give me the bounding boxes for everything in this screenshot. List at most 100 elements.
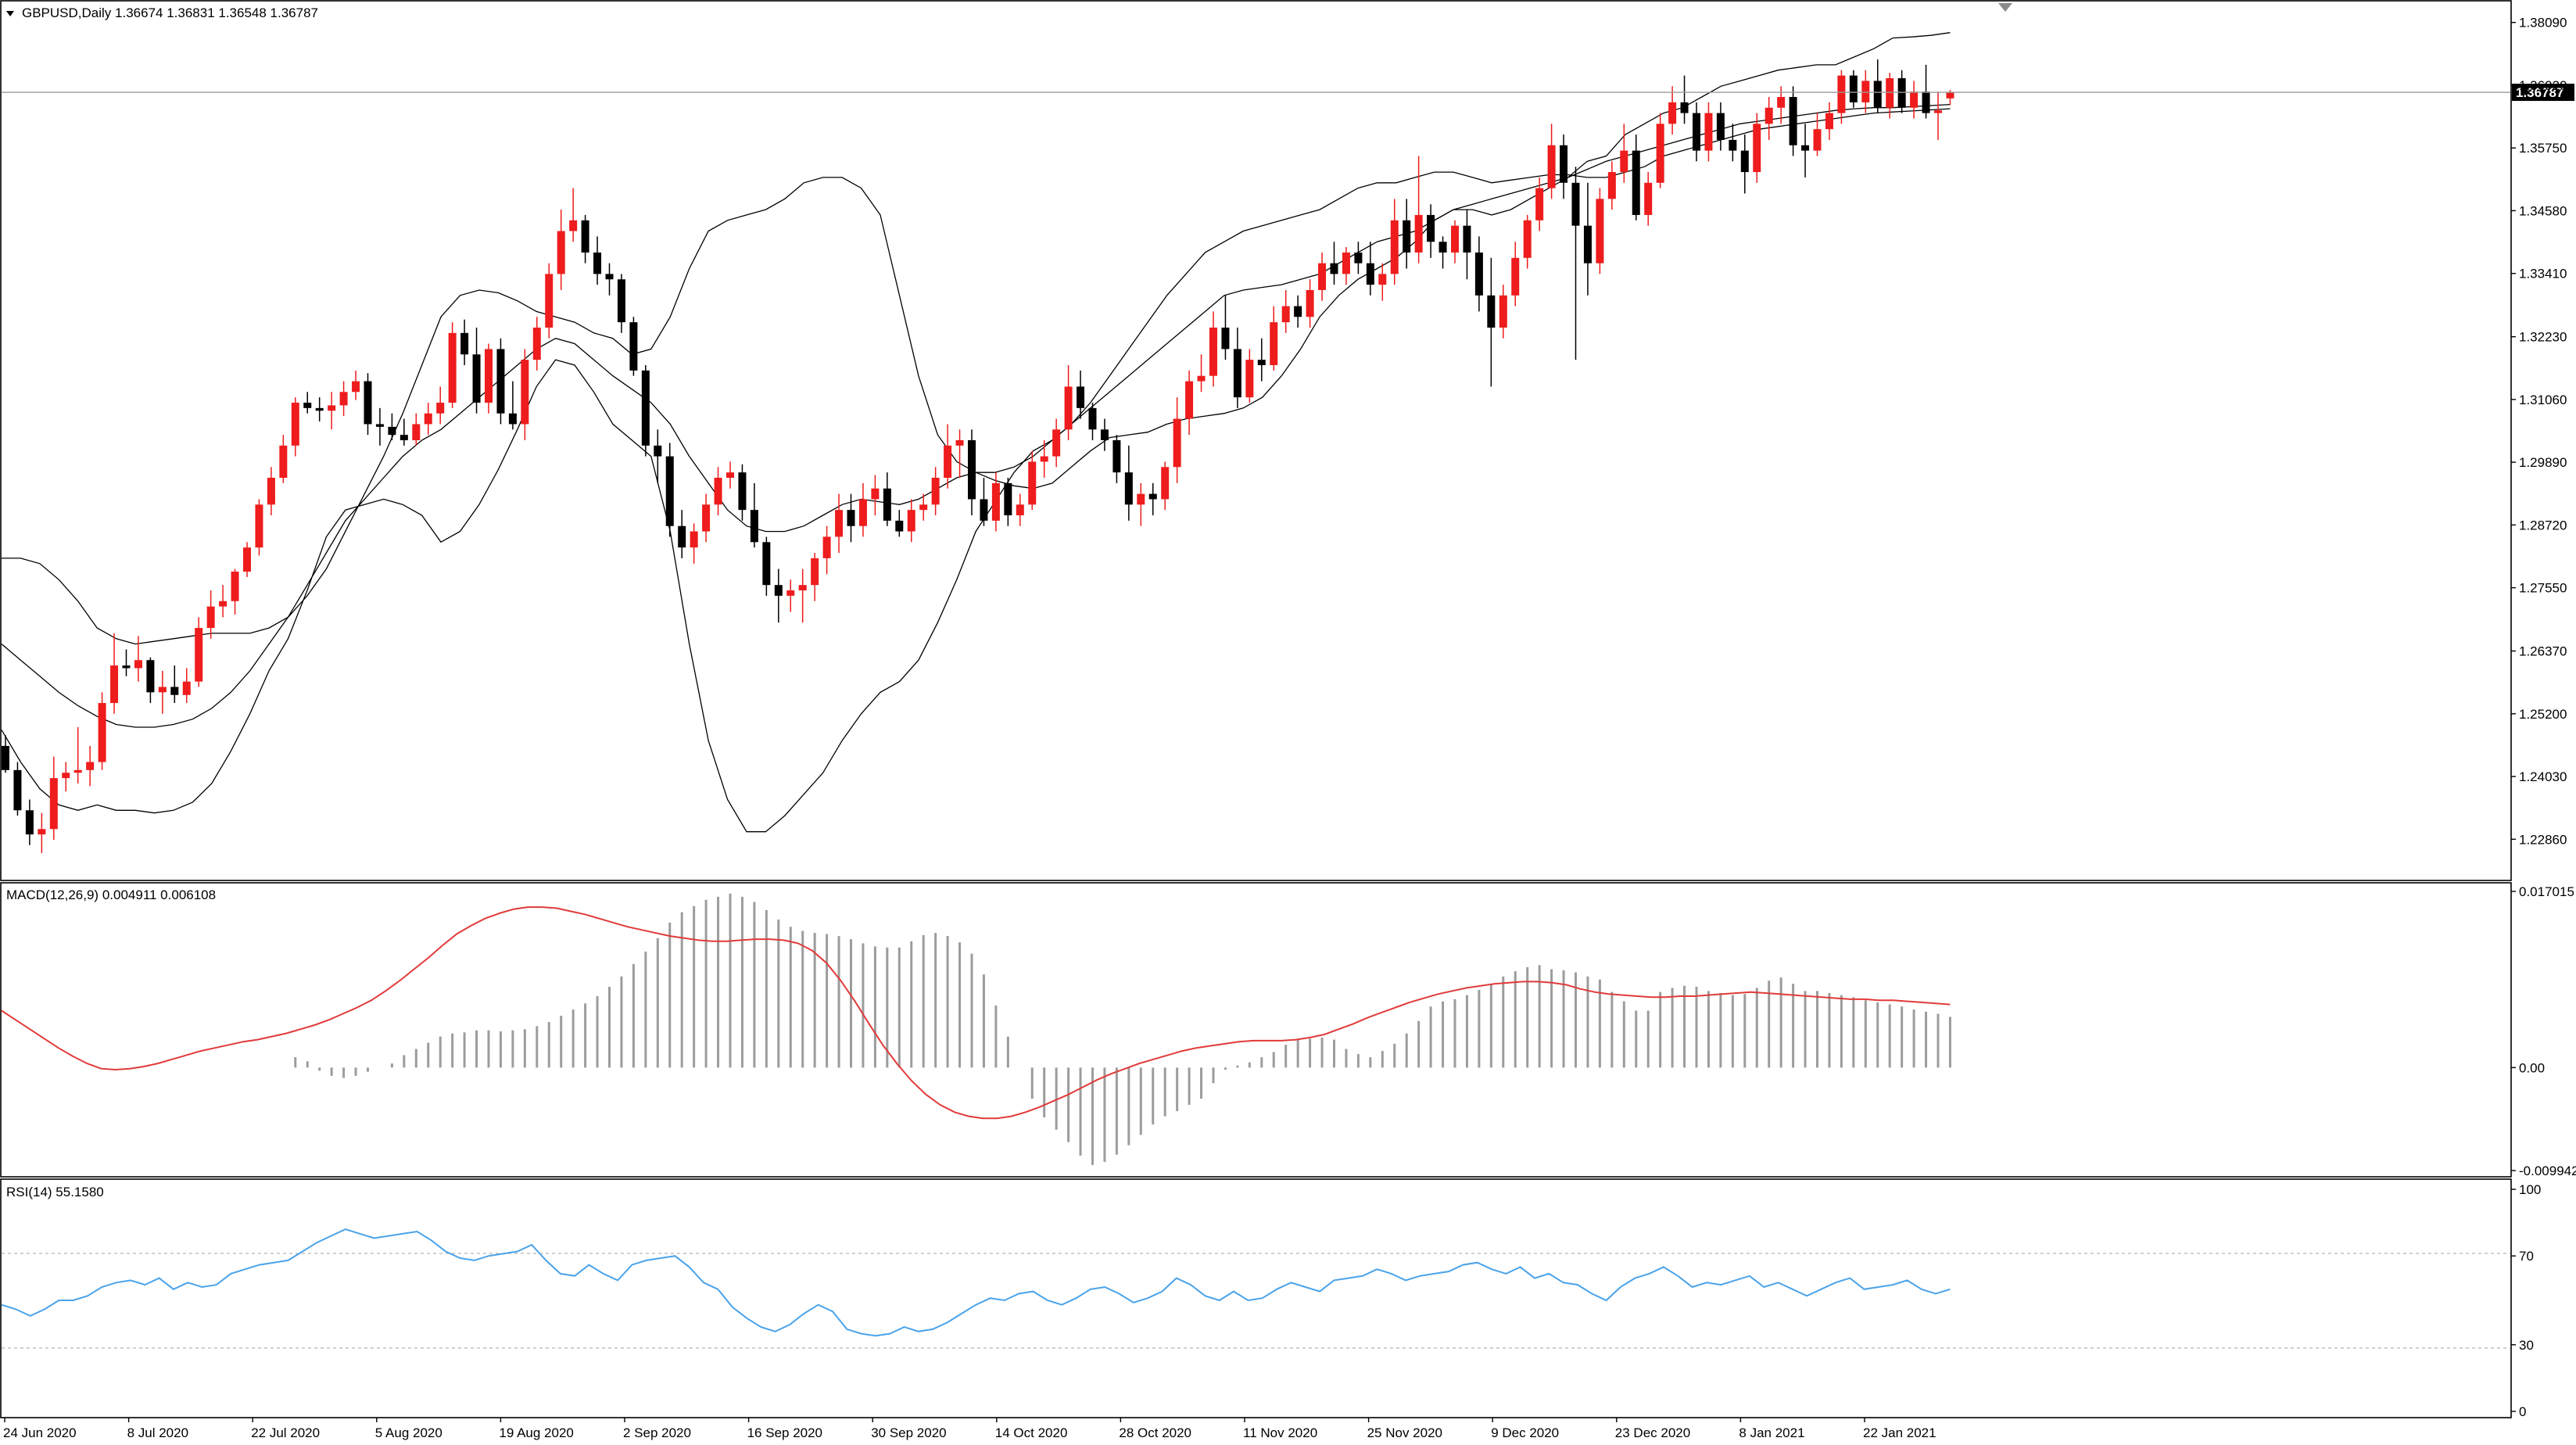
candle: [1016, 493, 1024, 526]
candle-body: [1656, 124, 1664, 183]
candle-body: [1886, 78, 1894, 108]
candle: [13, 762, 22, 816]
candle: [1124, 445, 1133, 521]
candle-body: [328, 405, 336, 411]
candle: [593, 236, 602, 285]
candle-body: [1052, 429, 1061, 457]
candle: [1910, 81, 1919, 119]
rsi-tick-label: 100: [2519, 1182, 2541, 1197]
candle-body: [134, 660, 142, 669]
candle-body: [412, 424, 421, 440]
candle: [1849, 70, 1858, 108]
candle: [1934, 91, 1942, 140]
candle: [702, 493, 711, 543]
candle: [919, 493, 928, 521]
candle: [1221, 295, 1230, 360]
candle: [931, 467, 940, 516]
candle-body: [1270, 322, 1278, 365]
candle-body: [968, 440, 976, 500]
candle: [1077, 370, 1085, 419]
candle: [1270, 306, 1278, 371]
candle: [25, 799, 34, 845]
date-tick-label: 25 Nov 2020: [1367, 1425, 1442, 1440]
candle-body: [122, 665, 131, 669]
candle-body: [339, 392, 348, 406]
candle: [1607, 161, 1616, 210]
date-tick-label: 11 Nov 2020: [1243, 1425, 1317, 1440]
candle: [1088, 402, 1097, 440]
candle-body: [835, 510, 844, 537]
candle-body: [569, 220, 578, 231]
candle-body: [364, 381, 372, 425]
date-tick-label: 28 Oct 2020: [1119, 1425, 1191, 1440]
candle: [49, 756, 58, 840]
date-tick-label: 24 Jun 2020: [3, 1425, 77, 1440]
candle-body: [1632, 150, 1640, 215]
candle: [907, 499, 915, 543]
candle-body: [1873, 81, 1882, 108]
candle: [1753, 113, 1761, 183]
candle: [1583, 182, 1592, 296]
candle-body: [1245, 360, 1254, 398]
candle: [182, 668, 191, 704]
candle: [1620, 124, 1628, 183]
candle: [605, 263, 614, 296]
candle: [1100, 418, 1109, 451]
candle-body: [1897, 78, 1906, 108]
candle-body: [1366, 263, 1374, 285]
candle-body: [62, 773, 70, 779]
candle-body: [1583, 225, 1592, 264]
current-price-marker: 1.36787: [2, 84, 2574, 102]
price-tick-label: 1.22860: [2519, 832, 2567, 847]
candle-body: [1523, 220, 1532, 258]
chart-shift-marker-icon[interactable]: [1998, 3, 2012, 12]
candle: [1813, 113, 1822, 156]
candle: [1765, 97, 1773, 140]
candle: [883, 472, 891, 526]
candle: [195, 617, 203, 687]
candle: [1245, 349, 1254, 403]
candle: [617, 274, 625, 333]
candle-body: [2, 745, 9, 770]
candle: [1693, 102, 1700, 162]
date-tick-label: 23 Dec 2020: [1615, 1425, 1690, 1440]
candle-body: [1716, 113, 1725, 140]
candle-body: [1137, 493, 1145, 505]
candle-body: [605, 274, 614, 280]
candle-body: [1934, 110, 1942, 113]
symbol-menu-icon[interactable]: [6, 11, 14, 16]
candle: [521, 349, 529, 440]
candle-body: [895, 520, 904, 532]
candle-body: [1257, 360, 1266, 365]
candle: [1148, 482, 1157, 516]
candle-body: [1910, 91, 1919, 108]
rsi-header-text: RSI(14) 55.1580: [6, 1185, 104, 1199]
candle: [134, 636, 142, 682]
candle: [811, 553, 819, 601]
candle-body: [1596, 199, 1604, 264]
candle: [1644, 172, 1653, 226]
candle: [303, 392, 312, 414]
candle: [352, 370, 360, 400]
candle-body: [1813, 129, 1822, 151]
candle: [1281, 289, 1290, 333]
date-tick-label: 19 Aug 2020: [499, 1425, 573, 1440]
candle-body: [303, 402, 312, 408]
candle: [762, 536, 771, 596]
candle: [1354, 242, 1363, 274]
candle-body: [219, 601, 228, 607]
price-tick-label: 1.35750: [2519, 141, 2567, 156]
candle: [1680, 75, 1689, 124]
rsi-tick-label: 0: [2519, 1404, 2526, 1419]
candle-body: [1474, 252, 1483, 296]
candle: [629, 317, 638, 376]
candle-body: [255, 504, 263, 548]
candle: [750, 482, 758, 548]
candle-body: [1161, 467, 1170, 500]
candle: [206, 590, 215, 639]
candle-body: [629, 322, 638, 371]
candle-body: [1124, 472, 1133, 505]
candle-body: [1330, 263, 1338, 274]
current-price-box: [2512, 84, 2574, 102]
